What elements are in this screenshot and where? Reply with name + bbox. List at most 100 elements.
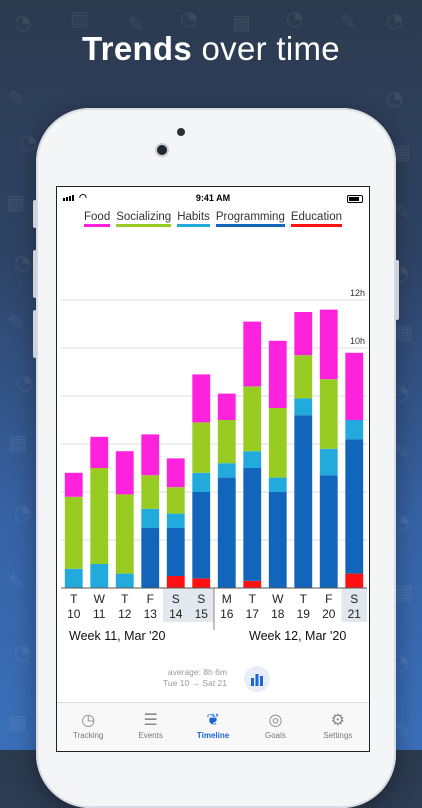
signal-icon xyxy=(63,195,74,201)
tab-label: Tracking xyxy=(73,731,104,740)
legend-swatch xyxy=(116,224,172,227)
tab-bar: ◷ Tracking ☰ Events ❦ Timeline ◎ Goals ⚙ Settings xyxy=(57,702,369,751)
phone-speaker xyxy=(177,128,185,136)
bar-segment-socializing xyxy=(90,468,109,564)
tab-tracking[interactable]: ◷ Tracking xyxy=(57,703,119,751)
headline-rest: over time xyxy=(192,30,340,67)
bar-segment-programming xyxy=(319,475,338,588)
wifi-icon: ◠ xyxy=(79,192,87,202)
bar-segment-habits xyxy=(243,451,262,468)
bar-segment-food xyxy=(141,434,160,476)
bar-segment-habits xyxy=(268,477,287,492)
x-tick-dow: T xyxy=(121,592,129,606)
bar-segment-socializing xyxy=(217,420,236,464)
tab-label: Goals xyxy=(264,731,286,740)
legend-item-programming[interactable]: Programming xyxy=(215,211,285,227)
bar-segment-habits xyxy=(294,398,313,416)
average-range: Tue 10 → Sat 21 xyxy=(163,678,227,688)
bar-segment-habits xyxy=(345,420,364,440)
x-tick-dow: W xyxy=(272,592,284,606)
legend-swatch xyxy=(215,224,285,227)
tab-label: Settings xyxy=(323,731,353,740)
legend-label: Socializing xyxy=(116,211,172,223)
bar-segment-socializing xyxy=(294,355,313,399)
x-tick-day: 19 xyxy=(297,607,311,621)
status-bar: ◠ 9:41 AM xyxy=(57,191,369,207)
bar-chart-icon xyxy=(251,674,263,686)
x-tick-day: 10 xyxy=(67,607,81,621)
phone-side-button xyxy=(33,200,37,228)
tab-settings[interactable]: ⚙ Settings xyxy=(307,703,369,751)
x-tick-day: 14 xyxy=(169,607,183,621)
chart-mode-button[interactable] xyxy=(244,666,270,692)
tab-timeline[interactable]: ❦ Timeline xyxy=(182,703,244,751)
bar-segment-habits xyxy=(64,568,83,588)
bar-segment-education xyxy=(243,580,262,588)
week-label-2: Week 12, Mar '20 xyxy=(249,629,347,643)
bar-segment-habits xyxy=(141,508,160,528)
headline-bold: Trends xyxy=(82,30,193,67)
bar-segment-food xyxy=(294,312,313,356)
x-tick-dow: F xyxy=(147,592,154,606)
bar-segment-food xyxy=(192,374,211,423)
bar-segment-education xyxy=(166,576,185,588)
bar-segment-programming xyxy=(243,468,262,581)
x-tick-day: 18 xyxy=(271,607,285,621)
bar-segment-habits xyxy=(319,448,338,476)
status-time: 9:41 AM xyxy=(195,193,231,203)
x-tick-dow: S xyxy=(197,592,205,606)
bar-segment-programming xyxy=(345,439,364,574)
background-pattern: ◔ ▤ ✎ ◔ ▦ ◔ ✎ ◔ ✎ ◔ ◔ ▦ ▦ ✎ ◔ ◔ ✎ ▦ ◔ ◔ ▦ ✎ ◔ ◔ ✎ ▦ ◔ ◔… xyxy=(6,6,413,742)
bar-segment-food xyxy=(243,321,262,387)
bar-segment-socializing xyxy=(243,386,262,452)
bar-segment-socializing xyxy=(192,422,211,473)
bar-segment-food xyxy=(217,393,236,420)
x-tick-day: 13 xyxy=(144,607,158,621)
legend-item-socializing[interactable]: Socializing xyxy=(116,211,172,227)
phone-camera xyxy=(157,145,167,155)
tab-goals[interactable]: ◎ Goals xyxy=(244,703,306,751)
bar-segment-habits xyxy=(115,573,134,588)
average-value: average: 8h 6m xyxy=(167,667,227,677)
bar-segment-habits xyxy=(166,513,185,528)
bar-segment-food xyxy=(90,436,109,468)
tab-label: Timeline xyxy=(196,731,230,740)
bar-segment-habits xyxy=(192,472,211,492)
gear-icon: ⚙ xyxy=(330,709,345,729)
bar-segment-habits xyxy=(90,564,109,588)
x-tick-dow: T xyxy=(300,592,308,606)
legend-item-food[interactable]: Food xyxy=(84,211,111,227)
x-tick-dow: M xyxy=(222,592,232,606)
x-tick-dow: S xyxy=(172,592,180,606)
list-icon: ☰ xyxy=(143,709,158,729)
bar-segment-food xyxy=(166,458,185,488)
legend-label: Programming xyxy=(215,211,285,223)
weekend-shade xyxy=(341,588,367,622)
legend-item-education[interactable]: Education xyxy=(290,211,342,227)
phone-power-button xyxy=(395,260,399,320)
bar-segment-programming xyxy=(192,492,211,579)
weekend-shade xyxy=(188,588,214,622)
bar-segment-programming xyxy=(141,528,160,588)
x-tick-dow: W xyxy=(94,592,106,606)
x-tick-day: 15 xyxy=(195,607,209,621)
bar-segment-habits xyxy=(217,463,236,478)
x-tick-dow: S xyxy=(350,592,358,606)
legend-swatch xyxy=(84,224,111,227)
average-summary: average: 8h 6m Tue 10 → Sat 21 xyxy=(147,667,227,689)
target-icon: ◎ xyxy=(268,709,283,729)
legend-label: Food xyxy=(84,211,111,223)
tab-events[interactable]: ☰ Events xyxy=(119,703,181,751)
legend-label: Education xyxy=(290,211,342,223)
phone-side-button xyxy=(33,310,37,358)
tab-label: Events xyxy=(138,731,163,740)
bar-segment-education xyxy=(345,573,364,588)
x-tick-dow: T xyxy=(249,592,257,606)
bar-segment-food xyxy=(345,352,364,420)
x-tick-dow: F xyxy=(325,592,332,606)
legend-item-habits[interactable]: Habits xyxy=(177,211,210,227)
bar-segment-food xyxy=(268,340,287,408)
bar-segment-programming xyxy=(268,492,287,588)
legend-swatch xyxy=(290,224,342,227)
battery-icon xyxy=(347,195,363,203)
